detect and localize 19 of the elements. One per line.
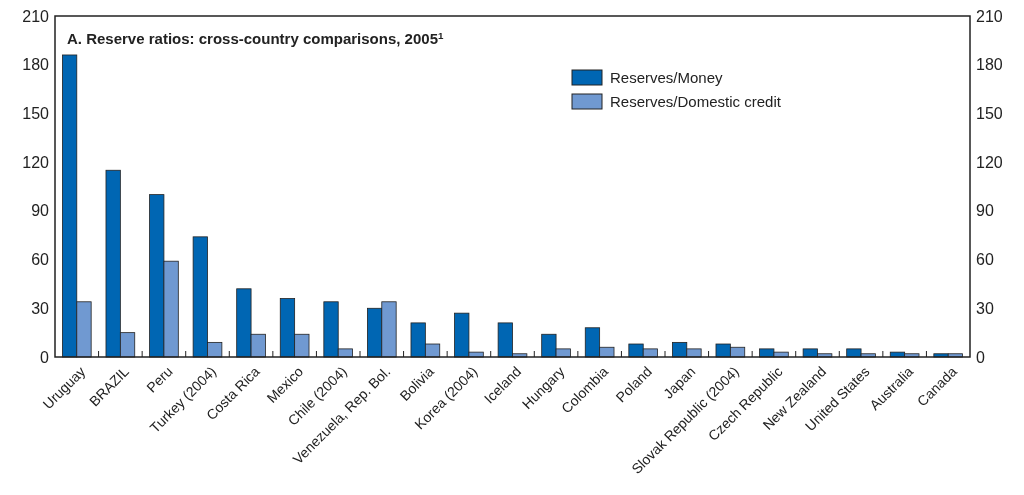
- text: A. Reserve ratios: cross-country comparisons, 2005$^{1}$: [67, 29, 444, 47]
- y2-tick-label: 180: [976, 56, 1003, 74]
- y-tick-label: 150: [22, 105, 50, 123]
- y-tick-label: 30: [31, 299, 50, 317]
- y-tick-label: 210: [22, 7, 50, 25]
- y2-tick-label: 30: [976, 299, 994, 317]
- y-tick-label: 120: [22, 153, 50, 171]
- y2-tick-label: 90: [976, 202, 994, 220]
- y-tick-label: 180: [22, 56, 50, 74]
- legend-label: Reserves/Money: [610, 69, 724, 87]
- y2-tick-label: 150: [976, 105, 1003, 123]
- y2-tick-label: 210: [976, 7, 1003, 25]
- y-tick-label: 60: [31, 251, 50, 269]
- y-tick-label: 90: [31, 202, 50, 220]
- legend-label: Reserves/Domestic credit: [610, 93, 782, 111]
- y-tick-label: 0: [40, 348, 50, 366]
- y2-tick-label: 120: [976, 153, 1003, 171]
- y2-tick-label: 60: [976, 251, 994, 269]
- y2-tick-label: 0: [976, 348, 985, 366]
